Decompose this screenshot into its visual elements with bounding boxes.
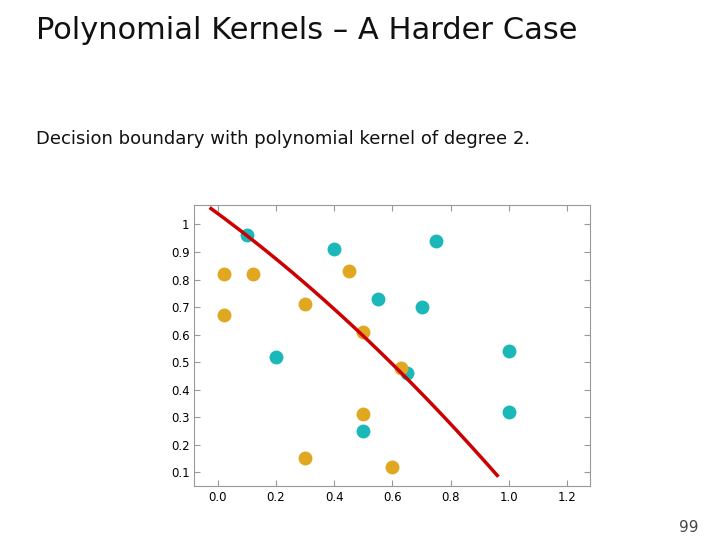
Point xyxy=(503,407,515,416)
Point xyxy=(358,410,369,418)
Point xyxy=(503,347,515,355)
Point xyxy=(358,427,369,435)
Point xyxy=(300,300,311,309)
Text: Polynomial Kernels – A Harder Case: Polynomial Kernels – A Harder Case xyxy=(36,16,577,45)
Point xyxy=(328,245,340,254)
Point xyxy=(387,462,398,471)
Point xyxy=(395,363,407,372)
Point xyxy=(241,231,253,240)
Point xyxy=(270,352,282,361)
Point xyxy=(300,454,311,463)
Point xyxy=(358,328,369,336)
Point xyxy=(401,369,413,377)
Point xyxy=(217,269,229,278)
Point xyxy=(372,294,384,303)
Point xyxy=(431,237,442,245)
Point xyxy=(415,303,427,312)
Text: Decision boundary with polynomial kernel of degree 2.: Decision boundary with polynomial kernel… xyxy=(36,130,530,147)
Point xyxy=(247,269,258,278)
Text: 99: 99 xyxy=(679,519,698,535)
Point xyxy=(343,267,354,275)
Point xyxy=(217,311,229,320)
